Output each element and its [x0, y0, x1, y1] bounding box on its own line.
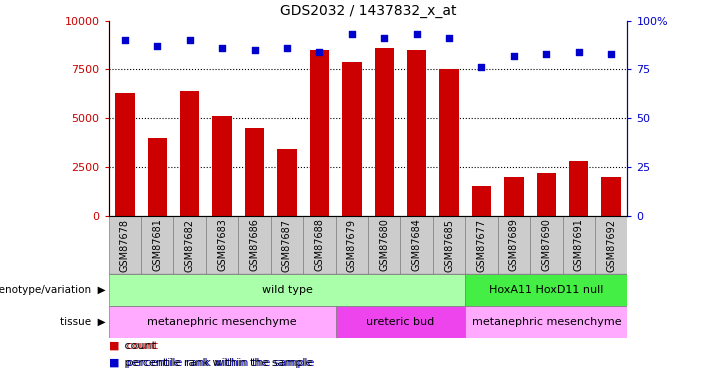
Text: GSM87682: GSM87682 [184, 219, 195, 272]
Text: GSM87690: GSM87690 [541, 219, 552, 272]
Bar [245, 128, 264, 216]
Point [540, 51, 552, 57]
Point [119, 37, 130, 43]
Point [476, 64, 487, 70]
Bar [504, 177, 524, 216]
Bar [271, 216, 303, 274]
Title: GDS2032 / 1437832_x_at: GDS2032 / 1437832_x_at [280, 4, 456, 18]
Point [217, 45, 228, 51]
Text: GSM87681: GSM87681 [152, 219, 163, 272]
Text: ■  percentile rank within the sample: ■ percentile rank within the sample [109, 357, 314, 368]
Text: HoxA11 HoxD11 null: HoxA11 HoxD11 null [489, 285, 604, 295]
Text: GSM87677: GSM87677 [477, 219, 486, 272]
Bar [440, 69, 458, 216]
Bar [109, 216, 141, 274]
Text: tissue  ▶: tissue ▶ [60, 316, 105, 327]
Bar [407, 50, 426, 216]
Bar [206, 216, 238, 274]
Text: GSM87678: GSM87678 [120, 219, 130, 272]
Point [151, 43, 163, 49]
Bar [530, 216, 562, 274]
Text: GSM87683: GSM87683 [217, 219, 227, 272]
Text: GSM87692: GSM87692 [606, 219, 616, 272]
Bar [141, 216, 174, 274]
Point [346, 31, 358, 37]
Point [184, 37, 196, 43]
Point [249, 47, 260, 53]
Bar [601, 177, 621, 216]
Text: ureteric bud: ureteric bud [367, 316, 435, 327]
Text: wild type: wild type [261, 285, 313, 295]
Bar [562, 216, 595, 274]
Text: count: count [114, 340, 156, 351]
Bar [374, 48, 394, 216]
Bar [238, 216, 271, 274]
Bar [212, 116, 232, 216]
Text: GSM87680: GSM87680 [379, 219, 389, 272]
Point [314, 49, 325, 55]
Bar [537, 173, 556, 216]
Text: percentile rank within the sample: percentile rank within the sample [114, 357, 312, 368]
Bar [180, 91, 199, 216]
Bar [472, 186, 491, 216]
Bar [465, 306, 627, 338]
Bar [336, 216, 368, 274]
Bar [342, 62, 362, 216]
Bar [465, 216, 498, 274]
Bar [109, 306, 336, 338]
Point [379, 35, 390, 41]
Bar [336, 306, 465, 338]
Point [573, 49, 585, 55]
Text: metanephric mesenchyme: metanephric mesenchyme [147, 316, 297, 327]
Bar [368, 216, 400, 274]
Text: GSM87687: GSM87687 [282, 219, 292, 272]
Bar [109, 274, 465, 306]
Bar [174, 216, 206, 274]
Text: metanephric mesenchyme: metanephric mesenchyme [472, 316, 621, 327]
Bar [400, 216, 433, 274]
Point [411, 31, 422, 37]
Text: GSM87679: GSM87679 [347, 219, 357, 272]
Bar [465, 274, 627, 306]
Text: GSM87689: GSM87689 [509, 219, 519, 272]
Point [508, 53, 519, 59]
Point [281, 45, 292, 51]
Text: GSM87684: GSM87684 [411, 219, 422, 272]
Text: GSM87688: GSM87688 [314, 219, 325, 272]
Bar [278, 149, 297, 216]
Point [444, 35, 455, 41]
Point [606, 51, 617, 57]
Text: ■  count: ■ count [109, 340, 158, 351]
Bar [433, 216, 465, 274]
Text: GSM87686: GSM87686 [250, 219, 259, 272]
Text: GSM87691: GSM87691 [573, 219, 584, 272]
Bar [498, 216, 530, 274]
Bar [303, 216, 336, 274]
Text: genotype/variation  ▶: genotype/variation ▶ [0, 285, 105, 295]
Bar [115, 93, 135, 216]
Text: GSM87685: GSM87685 [444, 219, 454, 272]
Bar [310, 50, 329, 216]
Bar [595, 216, 627, 274]
Bar [569, 161, 589, 216]
Bar [147, 138, 167, 216]
